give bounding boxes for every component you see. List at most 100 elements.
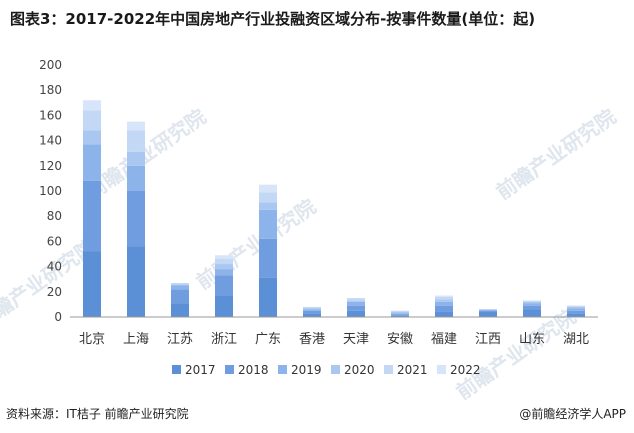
bar-segment-2018 [435,305,453,312]
legend-swatch-2022 [437,365,446,374]
legend-swatch-2017 [172,365,181,374]
bar-segment-2020 [347,300,365,302]
x-tick-label: 上海 [123,332,149,347]
bar-segment-2017 [391,315,409,317]
bar-segment-2022 [259,184,277,193]
x-tick-label: 江苏 [167,331,193,347]
bar-segment-2018 [391,314,409,316]
legend-swatch-2021 [384,365,393,374]
bar-segment-2017 [303,313,321,317]
bar-segment-2017 [479,311,497,317]
legend-label-2019: 2019 [291,363,322,377]
legend-label-2021: 2021 [397,363,428,377]
bar-segment-2018 [523,305,541,310]
y-tick-label: 20 [47,285,62,299]
bar-segment-2020 [83,130,101,145]
y-tick-label: 140 [39,134,62,148]
bar-segment-2021 [127,130,145,152]
bar-segment-2020 [523,301,541,304]
bar-segment-2018 [83,180,101,252]
legend-swatch-2018 [225,365,234,374]
x-tick-label: 福建 [431,332,457,347]
bar-segment-2019 [127,165,145,191]
bar-segment-2020 [215,264,233,270]
bar-segment-2021 [523,300,541,302]
bars [83,100,585,317]
bar-segment-2019 [215,269,233,276]
x-axis: 北京 上海 江苏 浙江 广东 香港 天津 安徽 福建 江西 山东 湖北 [79,331,589,347]
bar-segment-2020 [127,151,145,166]
bar-segment-2019 [303,309,321,311]
watermark-text: 前瞻产业研究院 [492,104,620,204]
footer-source: 资料来源：IT桔子 前瞻产业研究院 [6,407,189,421]
bar-segment-2019 [479,309,497,311]
x-tick-label: 广东 [255,332,281,347]
bar-segment-2018 [127,191,145,247]
y-tick-label: 200 [39,58,62,72]
chart-title: 图表3：2017-2022年中国房地产行业投融资区域分布-按事件数量(单位：起) [10,10,536,28]
watermark-text: 前瞻产业研究院 [452,304,580,404]
y-tick-label: 120 [39,159,62,173]
bar-segment-2019 [259,209,277,239]
legend-label-2018: 2018 [238,363,269,377]
bar-segment-2021 [347,298,365,301]
bar-segment-2021 [391,310,409,312]
legend-label-2020: 2020 [344,363,375,377]
legend-label-2017: 2017 [185,363,216,377]
bar-segment-2020 [171,284,189,286]
x-tick-label: 安徽 [387,332,413,347]
y-tick-label: 40 [47,260,62,274]
bar-segment-2020 [259,202,277,210]
legend: 2017 2018 2019 2020 2021 2022 [172,363,481,377]
bar-segment-2022 [215,255,233,260]
bar-segment-2017 [83,251,101,317]
bar-segment-2017 [259,277,277,317]
bar-segment-2018 [347,305,365,311]
bar-segment-2022 [127,121,145,131]
legend-swatch-2019 [278,365,287,374]
bar-segment-2021 [259,192,277,203]
legend-swatch-2020 [331,365,340,374]
x-tick-label: 北京 [79,332,105,347]
bar-segment-2019 [435,301,453,306]
bar-segment-2019 [83,144,101,181]
x-tick-label: 湖北 [563,332,589,347]
x-tick-label: 山东 [519,332,545,347]
bar-segment-2017 [127,246,145,317]
bar-segment-2020 [435,299,453,302]
bar-segment-2019 [171,285,189,290]
bar-segment-2019 [347,301,365,306]
legend-label-2022: 2022 [450,363,481,377]
bar-segment-2021 [303,306,321,309]
bar-segment-2022 [435,295,453,297]
bar-segment-2021 [435,296,453,300]
bar-segment-2018 [171,289,189,304]
bar-segment-2019 [391,313,409,315]
bar-segment-2020 [303,308,321,310]
bar-segment-2018 [479,310,497,312]
bar-segment-2018 [215,275,233,296]
bar-segment-2021 [215,259,233,265]
watermark-text: 前瞻产业研究院 [82,104,210,204]
bar-segment-2020 [391,311,409,314]
bar-segment-2021 [171,282,189,285]
bar-segment-2019 [567,308,585,311]
y-tick-label: 180 [39,83,62,97]
y-tick-label: 0 [54,310,62,324]
bar-segment-2018 [259,238,277,278]
bar-segment-2017 [347,310,365,317]
bar-segment-2022 [83,100,101,111]
bar-segment-2019 [523,303,541,306]
bar-segment-2017 [567,313,585,317]
bar-segment-2021 [83,110,101,131]
y-axis: 0 20 40 60 80 100 120 140 160 180 200 [39,58,62,324]
bar-segment-2017 [523,309,541,317]
y-tick-label: 160 [39,108,62,122]
y-tick-label: 100 [39,184,62,198]
footer-brand: @前瞻经济学人APP [519,407,626,421]
y-tick-label: 60 [47,234,62,248]
x-tick-label: 浙江 [211,332,237,347]
x-tick-label: 香港 [299,332,325,347]
bar-segment-2017 [215,295,233,317]
